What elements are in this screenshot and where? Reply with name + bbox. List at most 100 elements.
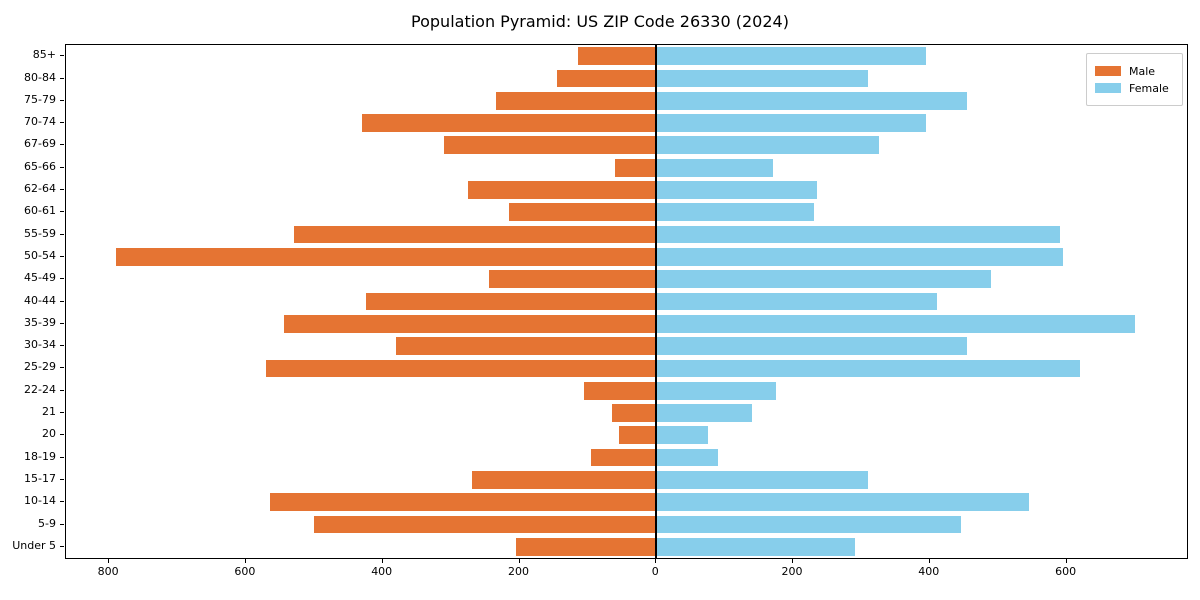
x-tick-label-800: 800 (97, 565, 119, 578)
y-tick-mark (60, 211, 64, 213)
male-bar-40-44 (365, 292, 657, 311)
female-legend-label: Female (1129, 81, 1169, 95)
male-bar-18-19 (591, 448, 657, 467)
female-bar-25-29 (656, 359, 1081, 378)
male-bar-22-24 (584, 381, 657, 400)
y-tick-label-30-34: 30-34 (24, 338, 56, 352)
female-bar-60-61 (656, 203, 814, 222)
y-tick-label-5-9: 5-9 (38, 516, 56, 530)
female-bar-20 (656, 426, 708, 445)
x-tick-mark (792, 559, 793, 563)
female-bar-45-49 (656, 270, 992, 289)
x-tick-mark (928, 559, 930, 563)
y-tick-label-10-14: 10-14 (24, 494, 56, 508)
male-bar-55-59 (293, 225, 657, 244)
y-tick-label-70-74: 70-74 (24, 115, 56, 129)
female-bar-80-84 (656, 69, 869, 88)
y-tick-mark (60, 434, 64, 436)
male-bar-65-66 (615, 158, 657, 177)
y-tick-mark (60, 545, 64, 547)
female-bar-18-19 (656, 448, 718, 467)
y-tick-mark (60, 389, 64, 391)
y-tick-label-85+: 85+ (32, 48, 56, 62)
y-tick-mark (60, 345, 64, 347)
male-bar-85+ (577, 47, 657, 65)
female-bar-Under 5 (656, 537, 855, 556)
male-bar-30-34 (396, 337, 657, 355)
x-tick-mark (518, 559, 520, 563)
female-bar-67-69 (656, 136, 879, 155)
y-tick-mark (60, 77, 64, 79)
y-tick-label-65-66: 65-66 (24, 159, 56, 173)
y-tick-label-25-29: 25-29 (24, 360, 56, 374)
y-tick-label-75-79: 75-79 (24, 92, 56, 106)
male-bar-Under 5 (516, 537, 657, 556)
male-bar-70-74 (362, 114, 657, 132)
x-tick-mark (244, 559, 246, 563)
y-tick-mark (60, 300, 64, 302)
male-bar-80-84 (557, 69, 657, 88)
y-tick-mark (60, 122, 64, 124)
y-tick-label-35-39: 35-39 (24, 315, 56, 329)
y-tick-label-18-19: 18-19 (24, 449, 56, 463)
y-tick-label-67-69: 67-69 (24, 137, 56, 151)
y-tick-mark (60, 523, 64, 525)
x-tick-label-400: 400 (918, 565, 940, 578)
y-tick-mark (60, 412, 64, 413)
male-legend-swatch (1095, 66, 1121, 76)
y-tick-mark (60, 322, 64, 324)
x-tick-label-200: 200 (781, 565, 803, 578)
x-tick-mark (655, 559, 657, 563)
y-tick-label-80-84: 80-84 (24, 70, 56, 84)
female-bar-75-79 (656, 91, 968, 110)
y-tick-mark (60, 501, 64, 503)
y-tick-mark (60, 367, 64, 369)
y-tick-mark (60, 278, 64, 280)
y-tick-label-45-49: 45-49 (24, 271, 56, 285)
y-tick-label-62-64: 62-64 (24, 182, 56, 195)
female-legend-swatch (1095, 83, 1121, 93)
y-tick-label-Under 5: Under 5 (12, 538, 56, 552)
chart-title: Population Pyramid: US ZIP Code 26330 (2… (411, 12, 789, 31)
x-tick-label-0: 0 (651, 565, 659, 578)
male-bar-62-64 (468, 181, 657, 199)
female-bar-15-17 (656, 471, 869, 489)
y-tick-mark (60, 255, 64, 257)
female-bar-62-64 (656, 181, 817, 199)
female-bar-50-54 (656, 248, 1064, 266)
female-bar-65-66 (656, 158, 773, 177)
y-tick-mark (60, 99, 64, 101)
male-bar-67-69 (444, 136, 657, 155)
female-bar-10-14 (656, 493, 1030, 512)
y-tick-label-15-17: 15-17 (24, 471, 56, 485)
male-bar-60-61 (509, 203, 657, 222)
y-tick-mark (60, 55, 64, 57)
legend-entry-female: Female (1095, 81, 1174, 95)
x-tick-mark (1065, 559, 1067, 563)
male-bar-15-17 (471, 471, 657, 489)
female-bar-55-59 (656, 225, 1060, 244)
y-tick-mark (60, 233, 64, 235)
male-bar-21 (611, 404, 657, 422)
y-tick-mark (60, 144, 64, 146)
y-tick-label-21: 21 (42, 405, 56, 418)
male-bar-35-39 (283, 314, 657, 333)
x-tick-mark (108, 559, 110, 563)
plot-area: Male Female (65, 44, 1188, 559)
y-tick-mark (60, 456, 64, 458)
y-tick-label-60-61: 60-61 (24, 204, 56, 218)
y-tick-mark (60, 478, 64, 480)
female-bar-5-9 (656, 515, 961, 534)
legend-entry-male: Male (1095, 64, 1174, 78)
x-tick-label-400: 400 (371, 565, 393, 578)
x-tick-mark (381, 559, 383, 563)
legend: Male Female (1086, 53, 1183, 106)
male-bar-50-54 (115, 248, 657, 266)
male-bar-5-9 (314, 515, 657, 534)
y-tick-mark (60, 189, 64, 190)
y-tick-label-22-24: 22-24 (24, 382, 56, 396)
female-bar-40-44 (656, 292, 937, 311)
y-tick-mark (60, 166, 64, 168)
y-tick-label-40-44: 40-44 (24, 293, 56, 307)
male-bar-10-14 (269, 493, 657, 512)
